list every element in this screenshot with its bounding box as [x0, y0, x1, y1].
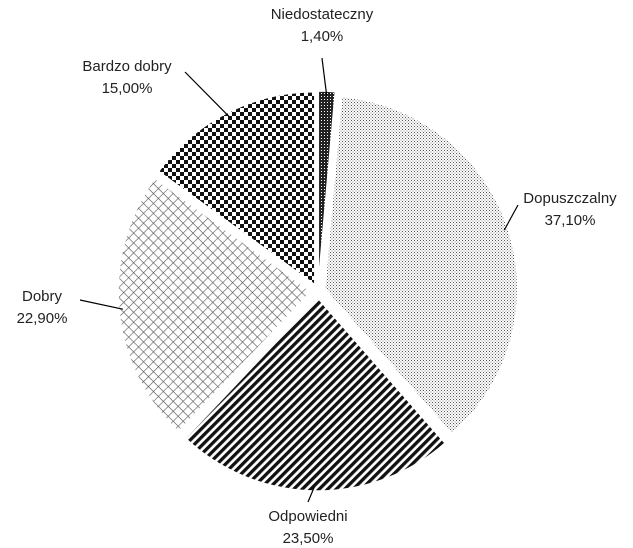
leader-line [503, 204, 519, 231]
pie-slice [317, 90, 337, 285]
value-label: 23,50% [283, 530, 334, 547]
value-label: 22,90% [17, 310, 68, 327]
pie-slice [117, 177, 313, 433]
pie-slice [323, 95, 519, 435]
value-label: 1,40% [301, 28, 344, 45]
leader-line [79, 299, 123, 310]
pie-slice [184, 296, 447, 492]
slice-label: Dobry [22, 288, 63, 305]
slice-label: Odpowiedni [268, 508, 347, 525]
leader-line [184, 71, 230, 117]
slice-label: Niedostateczny [271, 6, 374, 23]
leader-line [307, 486, 315, 503]
pie-slice [157, 91, 316, 287]
value-label: 37,10% [545, 212, 596, 229]
value-label: 15,00% [102, 80, 153, 97]
slice-label: Bardzo dobry [82, 58, 172, 75]
leader-line [321, 57, 328, 96]
slice-label: Dopuszczalny [523, 190, 617, 207]
